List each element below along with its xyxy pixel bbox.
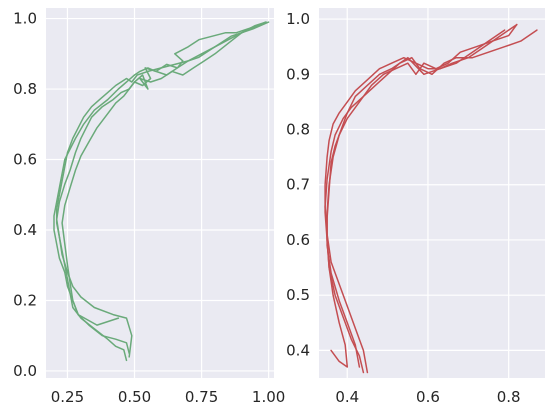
y-tick-label: 0.7: [286, 176, 310, 194]
x-tick-label: 0.75: [185, 388, 218, 406]
x-tick-label: 0.8: [497, 388, 521, 406]
y-tick-label: 0.5: [286, 286, 310, 304]
x-tick-label: 0.6: [416, 388, 440, 406]
x-tick-label: 0.25: [51, 388, 84, 406]
y-tick-label: 0.0: [13, 362, 37, 380]
y-tick-label: 0.6: [286, 231, 310, 249]
y-tick-label: 0.2: [13, 291, 37, 309]
x-tick-label: 1.00: [252, 388, 285, 406]
y-tick-label: 0.8: [286, 120, 310, 138]
y-tick-label: 0.6: [13, 151, 37, 169]
y-tick-label: 1.0: [13, 10, 37, 28]
x-tick-label: 0.4: [335, 388, 359, 406]
chart-panel-1: 0.25 0.50 0.75 1.00 0.0 0.2 0.4 0.6 0.8 1.0: [13, 8, 285, 406]
y-tick-label: 0.9: [286, 65, 310, 83]
y-tick-label: 0.8: [13, 80, 37, 98]
x-tick-label: 0.50: [118, 388, 151, 406]
chart-panel-2: 0.4 0.6 0.8 0.4 0.5 0.6 0.7 0.8 0.9 1.0: [286, 8, 545, 406]
plot-area: [46, 8, 274, 378]
y-tick-label: 0.4: [286, 341, 310, 359]
y-tick-label: 1.0: [286, 10, 310, 28]
y-tick-label: 0.4: [13, 221, 37, 239]
